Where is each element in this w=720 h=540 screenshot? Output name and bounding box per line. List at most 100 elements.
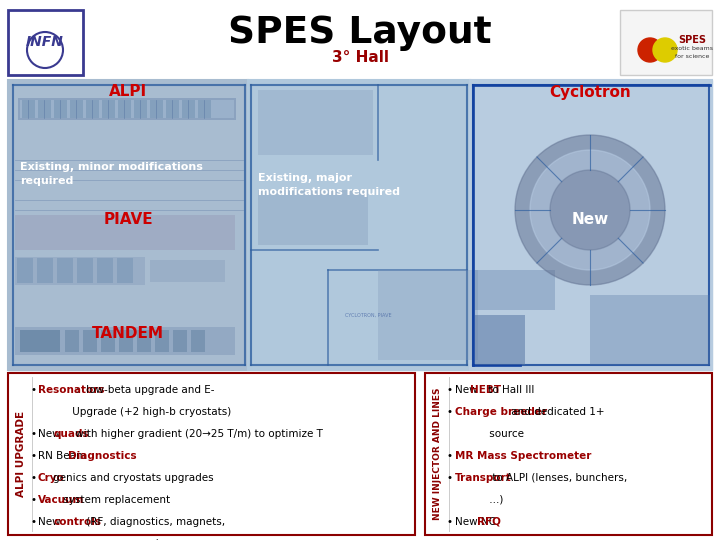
Text: TANDEM: TANDEM [92, 326, 164, 341]
Text: •: • [447, 473, 453, 483]
Text: RFQ: RFQ [477, 517, 501, 527]
Circle shape [653, 38, 677, 62]
Text: Existing, minor modifications
required: Existing, minor modifications required [20, 162, 203, 186]
Text: ALPI UPGRADE: ALPI UPGRADE [16, 411, 26, 497]
Text: source: source [460, 429, 524, 439]
Text: PIAVE: PIAVE [103, 213, 153, 227]
Text: Cryo: Cryo [38, 473, 65, 483]
Bar [17, 258, 33, 283]
Text: :  low-beta upgrade and E-: : low-beta upgrade and E- [76, 385, 214, 395]
Text: Transport: Transport [455, 473, 512, 483]
Bar [378, 270, 478, 360]
Circle shape [530, 150, 650, 270]
Bar [166, 100, 179, 118]
Text: ALPI: ALPI [109, 84, 147, 99]
Text: Diagnostics: Diagnostics [68, 451, 137, 461]
Bar [70, 100, 83, 118]
Bar [475, 315, 525, 365]
Text: •: • [30, 473, 36, 483]
Text: Charge breeder: Charge breeder [455, 407, 547, 417]
Text: New: New [38, 429, 64, 439]
Bar [86, 100, 99, 118]
Bar [37, 258, 53, 283]
Bar [20, 330, 60, 352]
Text: quads: quads [53, 429, 89, 439]
Bar [38, 100, 51, 118]
Text: genics and cryostats upgrades: genics and cryostats upgrades [53, 473, 214, 483]
Text: •: • [447, 517, 453, 527]
Circle shape [550, 170, 630, 250]
Text: controls: controls [53, 517, 101, 527]
Bar [8, 10, 83, 75]
Bar [425, 373, 712, 535]
Bar [22, 100, 35, 118]
Text: MR Mass Spectrometer: MR Mass Spectrometer [455, 451, 591, 461]
Text: RN Beam: RN Beam [38, 451, 89, 461]
Bar [101, 330, 115, 352]
Text: Existing, major
modifications required: Existing, major modifications required [258, 173, 400, 197]
Text: CYCLOTRON, PIAVE: CYCLOTRON, PIAVE [345, 313, 391, 318]
Bar [0, 0, 720, 80]
Bar [198, 100, 211, 118]
Bar [620, 10, 712, 75]
Text: New: New [455, 385, 481, 395]
Bar [191, 330, 205, 352]
Bar [182, 100, 195, 118]
Text: HEBT: HEBT [470, 385, 501, 395]
Bar [248, 80, 470, 370]
Bar [258, 190, 368, 245]
Bar [150, 260, 225, 282]
Text: (RF, diagnostics, magnets,: (RF, diagnostics, magnets, [83, 517, 225, 527]
Text: New: New [38, 517, 64, 527]
Text: Resonators: Resonators [38, 385, 104, 395]
Text: •: • [30, 517, 36, 527]
Bar [150, 100, 163, 118]
Bar [15, 215, 235, 250]
Bar [475, 270, 555, 310]
Text: 3° Hall: 3° Hall [331, 50, 389, 64]
Text: system replacement: system replacement [60, 495, 171, 505]
Text: New NC: New NC [455, 517, 496, 527]
Bar [20, 100, 234, 118]
Bar [137, 330, 151, 352]
Text: to ALPI (lenses, bunchers,: to ALPI (lenses, bunchers, [489, 473, 627, 483]
Bar [155, 330, 169, 352]
Bar [102, 100, 115, 118]
Text: INFN: INFN [26, 35, 64, 49]
Text: exotic beams: exotic beams [671, 46, 713, 51]
Bar [18, 98, 236, 120]
Text: for science: for science [675, 53, 709, 58]
Text: •: • [30, 451, 36, 461]
Text: •: • [447, 451, 453, 461]
Bar [57, 258, 73, 283]
Bar [470, 80, 712, 370]
Bar [65, 330, 79, 352]
Circle shape [515, 135, 665, 285]
Text: Upgrade (+2 high-b cryostats): Upgrade (+2 high-b cryostats) [43, 407, 231, 417]
Bar [83, 330, 97, 352]
Text: NEW INJECTOR AND LINES: NEW INJECTOR AND LINES [433, 388, 443, 520]
Text: and dedicated 1+: and dedicated 1+ [508, 407, 604, 417]
Text: •: • [447, 385, 453, 395]
Bar [173, 330, 187, 352]
Text: to Hall III: to Hall III [485, 385, 534, 395]
Bar [97, 258, 113, 283]
Text: access, vacuum): access, vacuum) [43, 539, 160, 540]
Bar [134, 100, 147, 118]
Bar [590, 295, 710, 365]
Bar [119, 330, 133, 352]
Text: •: • [30, 429, 36, 439]
Text: SPES: SPES [678, 35, 706, 45]
Text: ...): ...) [460, 495, 503, 505]
Bar [77, 258, 93, 283]
Text: •: • [30, 385, 36, 395]
Bar [8, 373, 415, 535]
Text: New: New [572, 213, 608, 227]
Text: Vacuum: Vacuum [38, 495, 84, 505]
Bar [15, 327, 235, 355]
Text: •: • [447, 407, 453, 417]
Bar [8, 80, 248, 370]
Bar [15, 257, 145, 285]
Circle shape [638, 38, 662, 62]
Bar [258, 90, 373, 155]
